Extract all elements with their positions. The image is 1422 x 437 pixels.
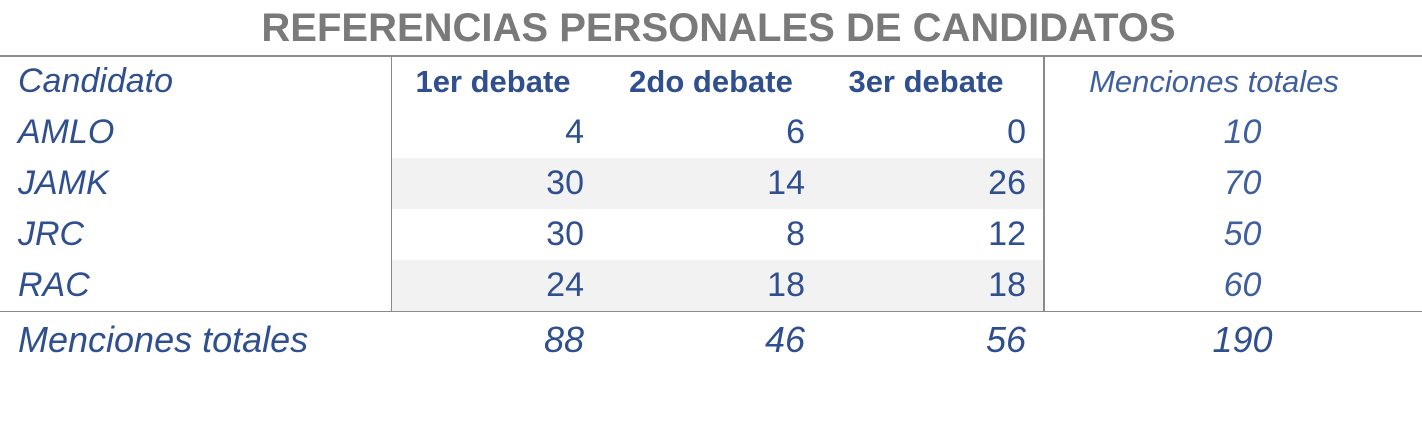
candidate-name: AMLO	[18, 113, 115, 151]
total-debate-3: 56	[985, 319, 1026, 360]
debate-2-value: 8	[786, 215, 805, 253]
row-total-value: 70	[1223, 164, 1262, 202]
header-debate-2: 2do debate	[629, 64, 793, 99]
row-total-value: 50	[1223, 215, 1262, 253]
debate-3-value: 12	[988, 215, 1026, 253]
candidate-name: RAC	[18, 266, 90, 304]
debate-3-value: 18	[988, 266, 1026, 304]
row-total-value: 10	[1223, 113, 1262, 151]
title-divider	[0, 55, 1422, 57]
debate-3-value: 0	[1007, 113, 1026, 151]
references-table: Candidato 1er debate 2do debate 3er deba…	[0, 56, 1422, 370]
debate-3-value: 26	[988, 164, 1026, 202]
debate-1-value: 4	[565, 113, 584, 151]
table-row: JRC 30 8 12 50	[0, 209, 1422, 260]
column-divider-left	[391, 56, 392, 311]
row-band	[392, 158, 1043, 209]
table-title: REFERENCIAS PERSONALES DE CANDIDATOS	[261, 6, 1176, 50]
grand-total: 190	[1212, 319, 1273, 360]
debate-2-value: 18	[767, 266, 805, 304]
candidate-name: JAMK	[18, 164, 109, 202]
candidate-name: JRC	[18, 215, 85, 253]
debate-1-value: 30	[546, 164, 584, 202]
header-debate-1: 1er debate	[415, 64, 571, 99]
totals-row: Menciones totales 88 46 56 190	[0, 314, 1422, 365]
totals-divider	[0, 311, 1422, 312]
header-menciones-totales: Menciones totales	[1089, 64, 1339, 99]
debate-2-value: 6	[786, 113, 805, 151]
table-row: AMLO 4 6 0 10	[0, 107, 1422, 158]
row-band	[392, 260, 1043, 311]
debate-1-value: 30	[546, 215, 584, 253]
totals-label: Menciones totales	[18, 319, 309, 360]
column-divider-right	[1043, 56, 1045, 311]
debate-1-value: 24	[546, 266, 584, 304]
header-candidato: Candidato	[18, 62, 174, 100]
total-debate-1: 88	[543, 319, 584, 360]
row-total-value: 60	[1223, 266, 1262, 304]
table-row: JAMK 30 14 26 70	[0, 158, 1422, 209]
header-row: Candidato 1er debate 2do debate 3er deba…	[0, 56, 1422, 107]
header-debate-3: 3er debate	[848, 64, 1004, 99]
table-row: RAC 24 18 18 60	[0, 260, 1422, 311]
debate-2-value: 14	[767, 164, 805, 202]
total-debate-2: 46	[764, 319, 805, 360]
